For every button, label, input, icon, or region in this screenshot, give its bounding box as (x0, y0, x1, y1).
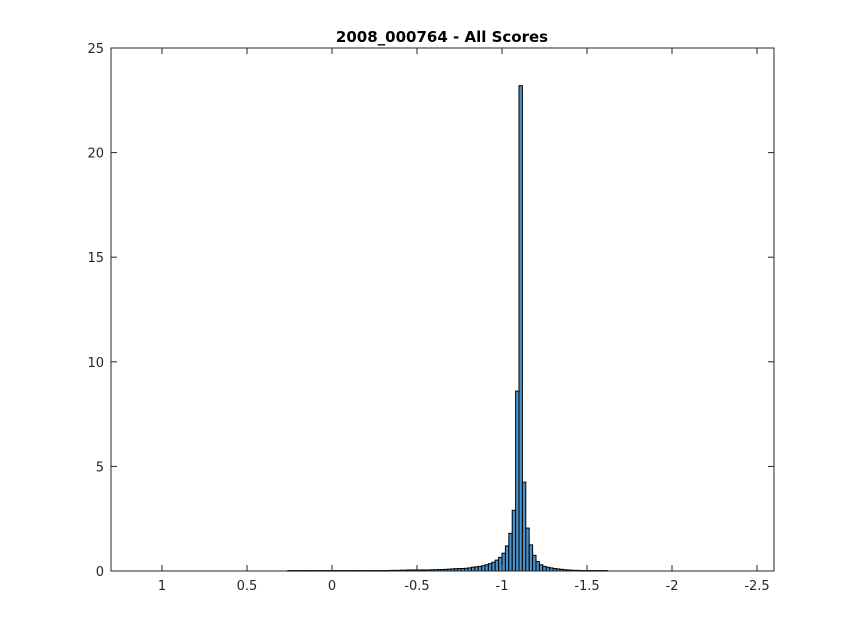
x-tick-label: 0.5 (237, 579, 258, 594)
x-tick-label: -2.5 (744, 579, 769, 594)
plot-area-frame (110, 47, 775, 572)
histogram-bar (501, 552, 506, 572)
histogram-bar (484, 564, 489, 572)
y-tick-label: 15 (87, 251, 104, 266)
histogram-bar (518, 85, 523, 572)
y-tick-label: 5 (96, 460, 104, 475)
histogram-bar (538, 564, 544, 572)
y-tick-label: 25 (87, 42, 104, 57)
histogram-bar (494, 559, 500, 572)
y-tick-label: 0 (96, 565, 104, 580)
x-tick-label: -1 (496, 579, 509, 594)
histogram-bar (470, 566, 476, 572)
histogram-bar (498, 556, 503, 572)
histogram-bar (491, 561, 496, 572)
histogram-bar (545, 566, 551, 572)
x-tick-label: -0.5 (404, 579, 429, 594)
x-axis-tick-labels: 1 0.5 0 -0.5 -1 -1.5 -2 -2.5 (158, 579, 770, 594)
histogram-bar (521, 481, 527, 572)
histogram-bar (474, 566, 479, 572)
x-tick-label: 0 (328, 579, 336, 594)
histogram-bar (515, 390, 520, 572)
histogram-bar (525, 527, 530, 572)
y-axis-tick-labels: 0 5 10 15 20 25 (87, 42, 104, 580)
chart-title: 2008_000764 - All Scores (336, 28, 548, 46)
histogram-bar (504, 545, 510, 572)
histogram-bar (511, 509, 517, 572)
y-tick-label: 10 (87, 356, 104, 371)
histogram-bar (532, 554, 537, 572)
x-tick-label: -2 (666, 579, 679, 594)
histogram-bar (542, 565, 547, 572)
histogram-bar (487, 563, 493, 572)
histogram-bar (528, 544, 534, 572)
histogram-bar (508, 532, 513, 572)
x-tick-label: 1 (158, 579, 166, 594)
histogram-bar (535, 561, 540, 572)
histogram-bar (481, 565, 486, 572)
y-tick-label: 20 (87, 147, 104, 162)
histogram-bar (477, 565, 483, 572)
x-tick-label: -1.5 (574, 579, 599, 594)
